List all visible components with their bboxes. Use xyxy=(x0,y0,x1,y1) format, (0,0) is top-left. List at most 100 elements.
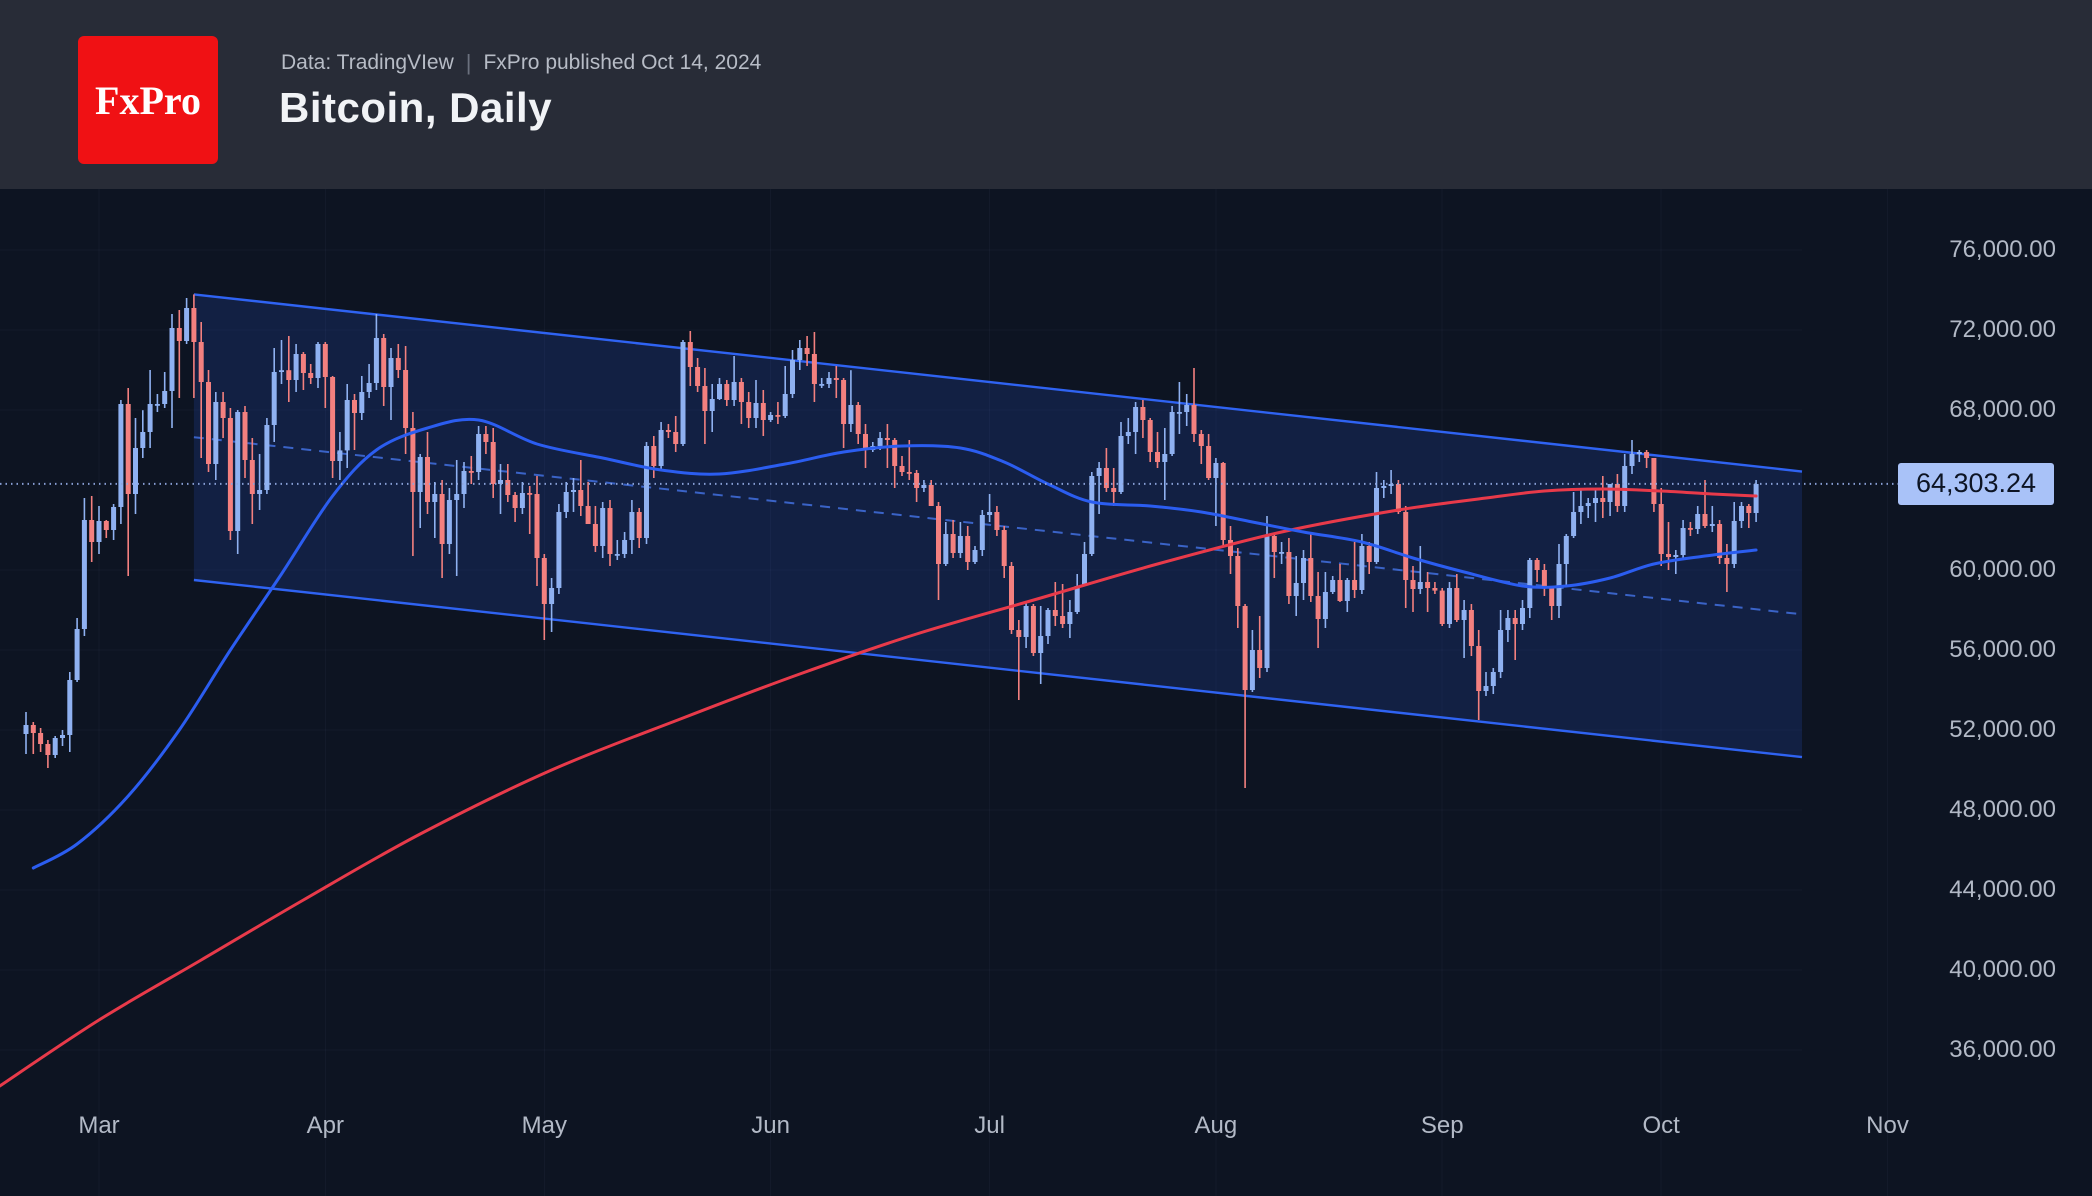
candle xyxy=(1001,530,1007,566)
candle xyxy=(1352,580,1358,590)
candle xyxy=(877,438,883,446)
candle xyxy=(1425,582,1431,588)
candle xyxy=(1563,536,1569,564)
candle xyxy=(1235,556,1241,606)
candle xyxy=(1264,536,1270,668)
candle xyxy=(541,558,547,604)
candle xyxy=(987,512,993,515)
candle xyxy=(614,554,620,556)
candle xyxy=(1607,484,1613,502)
candle xyxy=(337,450,343,461)
candle xyxy=(366,383,372,392)
candle xyxy=(914,473,920,488)
candle xyxy=(928,485,934,506)
candle xyxy=(884,438,890,440)
published-date-label: FxPro published Oct 14, 2024 xyxy=(483,51,762,74)
candle xyxy=(738,382,744,402)
candle xyxy=(950,534,956,553)
month-label: Aug xyxy=(1194,1112,1238,1139)
candle xyxy=(118,404,124,507)
candle xyxy=(439,494,445,544)
candle xyxy=(519,493,525,508)
candle xyxy=(96,521,102,542)
candle xyxy=(264,425,270,490)
candle xyxy=(1753,484,1759,513)
candle xyxy=(476,434,482,472)
candle xyxy=(1089,476,1095,554)
price-tick-label: 72,000.00 xyxy=(1949,316,2056,343)
candle xyxy=(1147,420,1153,452)
candle xyxy=(1176,412,1182,414)
candle xyxy=(1717,524,1723,558)
candle xyxy=(768,415,774,420)
candle xyxy=(1410,580,1416,589)
candle xyxy=(483,434,489,442)
candle xyxy=(906,472,912,474)
candle xyxy=(1045,610,1051,636)
candle xyxy=(1505,618,1511,630)
candle xyxy=(534,494,540,558)
candle xyxy=(1344,580,1350,601)
candle xyxy=(388,358,394,387)
candle xyxy=(549,588,555,604)
candle xyxy=(176,328,182,341)
candle xyxy=(446,500,452,544)
candle xyxy=(425,457,430,502)
candle xyxy=(154,404,160,406)
candle xyxy=(1052,610,1058,616)
candle xyxy=(512,495,518,508)
candle xyxy=(1622,466,1628,506)
candle xyxy=(81,520,87,629)
candle xyxy=(1585,503,1591,506)
candle xyxy=(994,512,1000,530)
candle xyxy=(1213,463,1219,478)
candle xyxy=(1228,540,1233,556)
candle xyxy=(1709,524,1715,526)
candle xyxy=(330,377,336,461)
candle xyxy=(1249,650,1255,690)
candle xyxy=(892,440,898,466)
candle xyxy=(67,680,73,735)
candle xyxy=(220,402,226,418)
candle xyxy=(585,506,591,524)
candle xyxy=(571,490,576,492)
candle xyxy=(498,480,503,484)
candle xyxy=(833,378,839,380)
candle xyxy=(1666,554,1671,557)
candle xyxy=(790,360,795,394)
candle xyxy=(322,344,328,377)
candle xyxy=(636,512,642,538)
candle xyxy=(344,400,350,451)
month-label: Jul xyxy=(974,1112,1005,1139)
candle xyxy=(979,515,985,550)
candle xyxy=(133,448,138,494)
candle xyxy=(490,442,496,484)
candle xyxy=(1593,498,1598,503)
price-tick-label: 40,000.00 xyxy=(1949,956,2056,983)
candle xyxy=(592,524,598,546)
candle xyxy=(665,430,671,432)
candle xyxy=(235,412,241,531)
subtitle-divider: | xyxy=(465,50,472,75)
candle xyxy=(1549,586,1555,606)
candle xyxy=(563,492,569,512)
month-label: May xyxy=(521,1112,567,1139)
candle xyxy=(140,432,146,448)
candle xyxy=(1658,504,1664,554)
month-label: Apr xyxy=(306,1112,344,1139)
price-tick-label: 56,000.00 xyxy=(1949,636,2056,663)
candle xyxy=(687,342,693,367)
candle xyxy=(359,392,365,413)
candle xyxy=(1286,552,1292,596)
month-label: Mar xyxy=(78,1112,120,1139)
candle xyxy=(1242,606,1248,690)
candle xyxy=(1651,458,1657,504)
candle xyxy=(629,512,635,540)
chart-title: Bitcoin, Daily xyxy=(279,84,553,131)
candle xyxy=(921,485,927,488)
candle xyxy=(651,446,657,466)
data-source-label: Data: TradingVIew xyxy=(281,51,454,74)
candle xyxy=(468,471,474,473)
